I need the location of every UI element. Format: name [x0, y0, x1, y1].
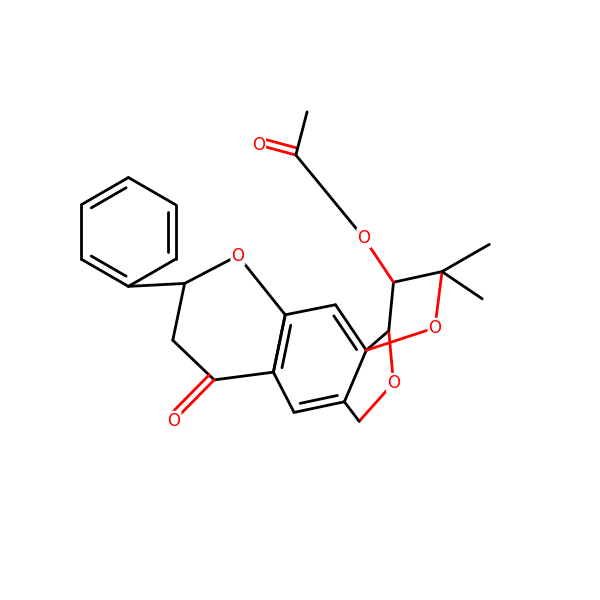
Text: O: O	[252, 136, 265, 154]
Text: O: O	[232, 247, 244, 265]
Text: O: O	[387, 374, 400, 392]
Text: O: O	[428, 319, 442, 337]
Text: O: O	[358, 229, 370, 247]
Text: O: O	[167, 412, 181, 430]
